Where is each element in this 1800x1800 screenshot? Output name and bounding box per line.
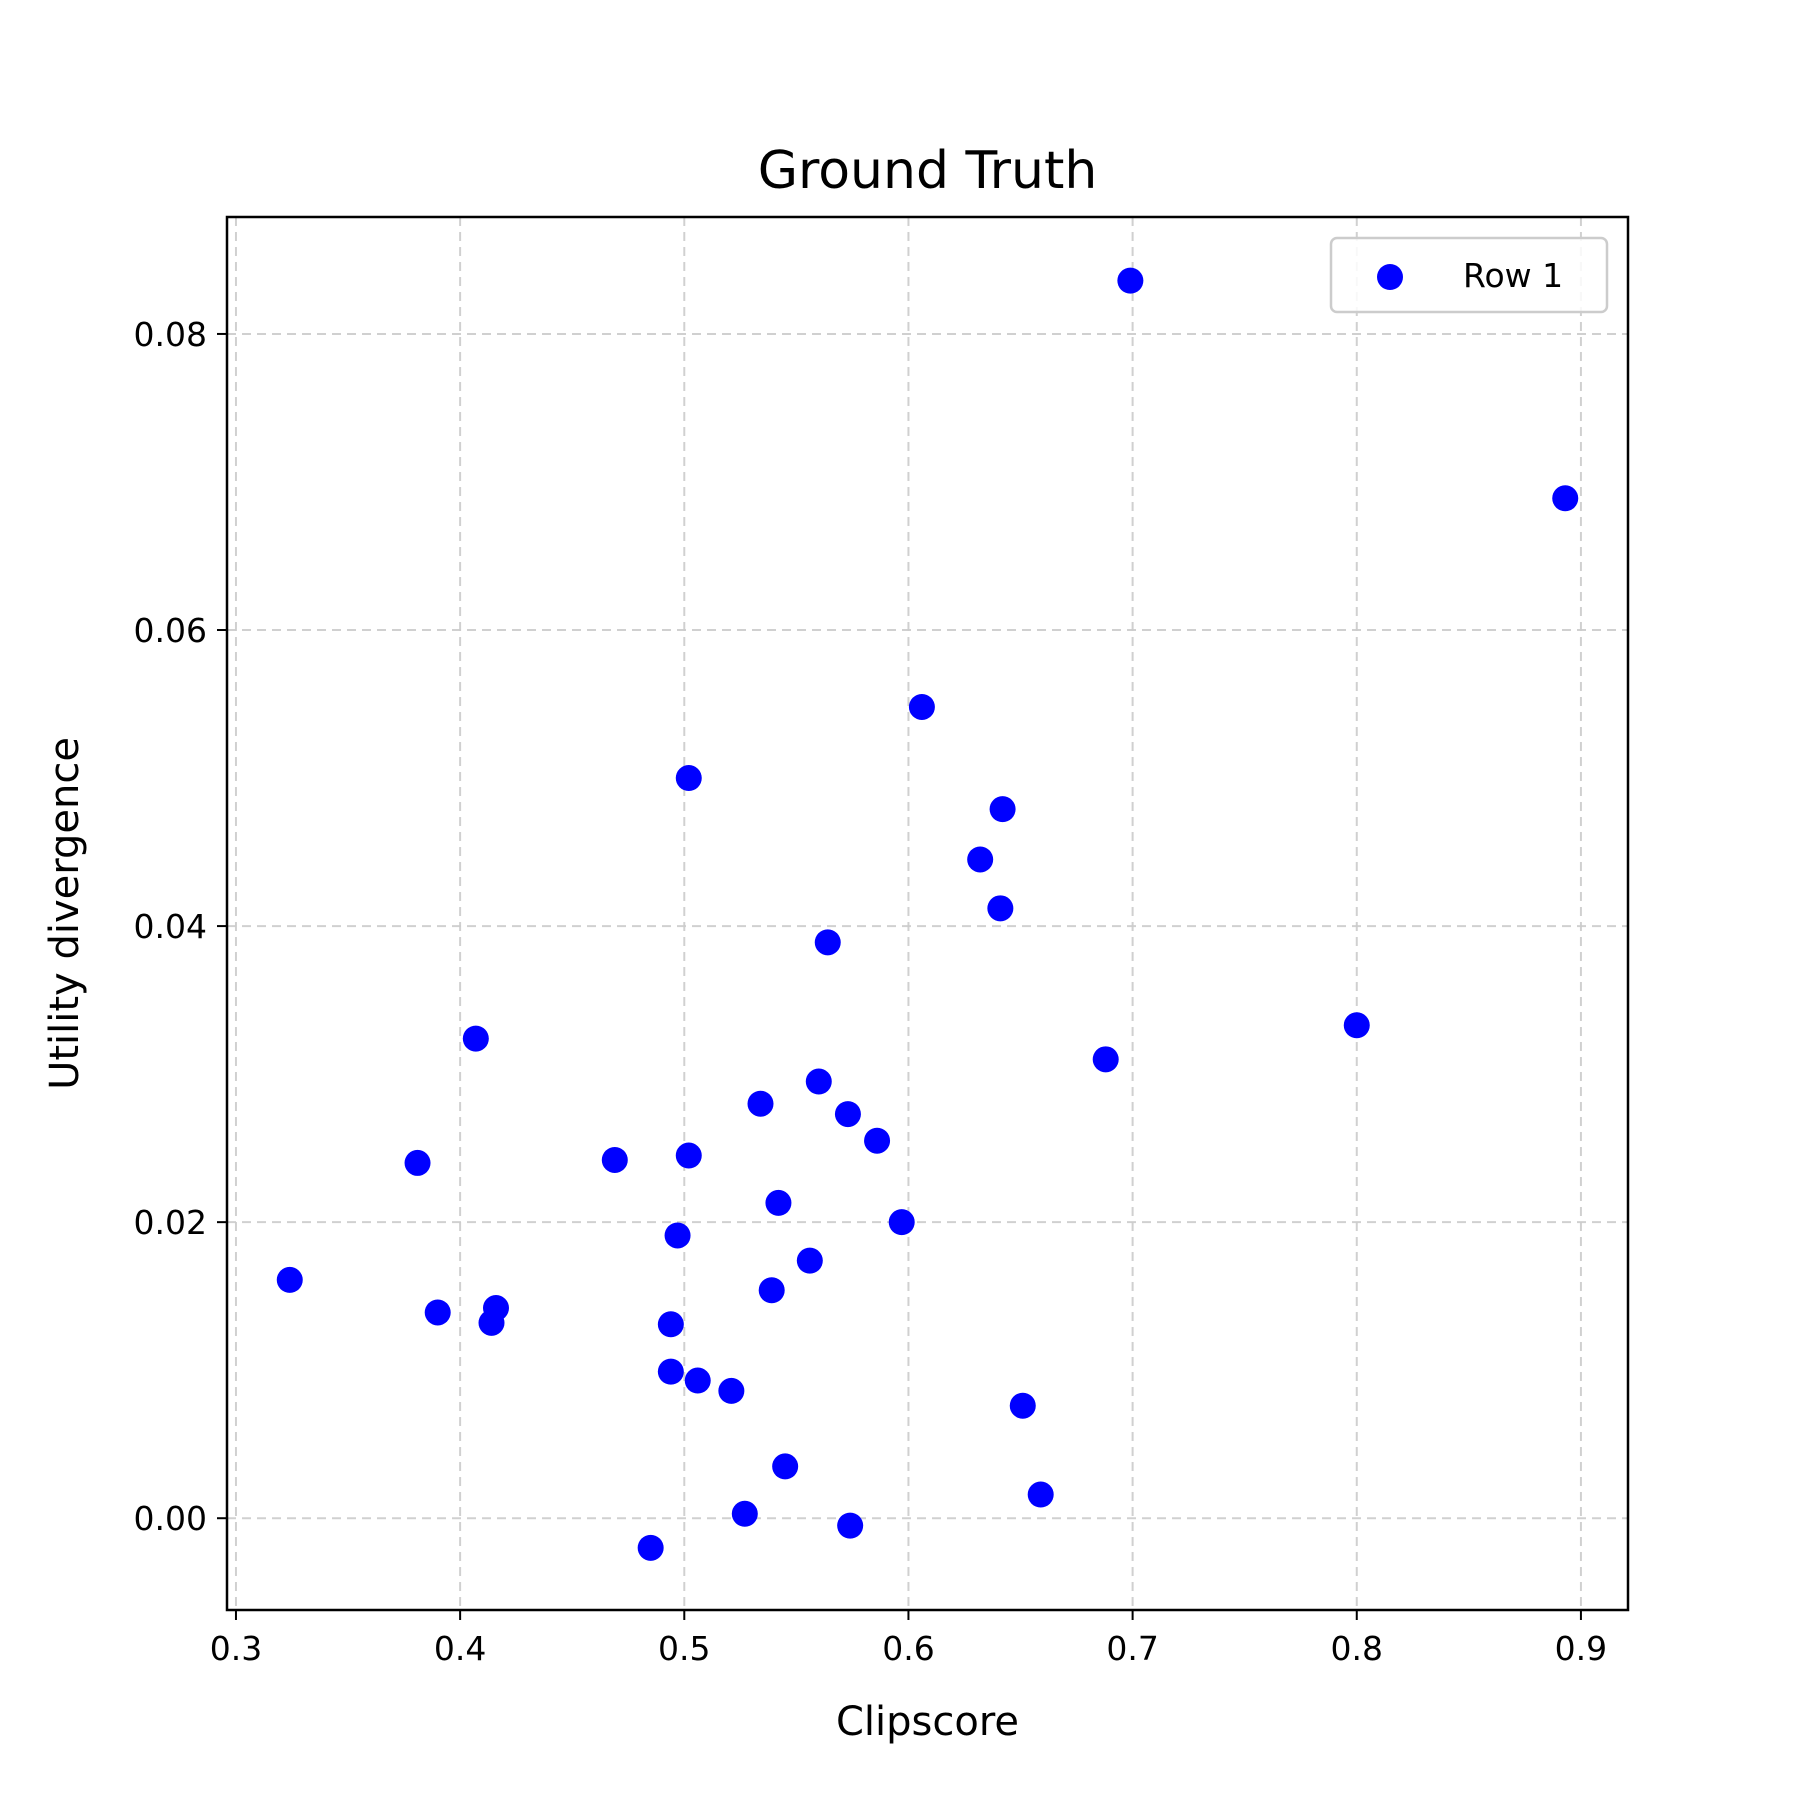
data-point: [758, 1277, 785, 1304]
data-point: [805, 1068, 832, 1095]
y-tick-label: 0.00: [134, 1499, 207, 1538]
data-point: [664, 1222, 691, 1249]
y-axis-label: Utility divergence: [42, 737, 88, 1090]
axis-ticks: 0.3 0.4 0.5 0.6 0.7 0.8 0.9 0.00 0.02 0.04 0.06 0.0…: [134, 315, 1608, 1668]
data-point: [834, 1101, 861, 1128]
data-point: [276, 1266, 303, 1293]
data-point: [837, 1512, 864, 1539]
x-tick-label: 0.8: [1331, 1629, 1383, 1668]
data-point: [1552, 485, 1579, 512]
data-point: [718, 1377, 745, 1404]
data-point: [1009, 1392, 1036, 1419]
data-point: [675, 1142, 702, 1169]
legend: Row 1: [1329, 236, 1609, 314]
y-tick-label: 0.08: [134, 315, 207, 354]
data-point: [731, 1500, 758, 1527]
data-point: [772, 1453, 799, 1480]
y-tick-label: 0.04: [134, 907, 207, 946]
data-point: [908, 693, 935, 720]
data-point: [989, 796, 1016, 823]
chart-title: Ground Truth: [758, 141, 1098, 201]
grid-lines: [227, 217, 1628, 1610]
x-tick-label: 0.4: [434, 1629, 486, 1668]
data-point: [1027, 1481, 1054, 1508]
data-point: [1092, 1046, 1119, 1073]
data-point: [987, 895, 1014, 922]
legend-marker: [1377, 264, 1403, 290]
data-point: [637, 1534, 664, 1561]
data-point: [657, 1358, 684, 1385]
y-tick-label: 0.02: [134, 1203, 207, 1242]
data-point: [814, 929, 841, 956]
x-axis-label: Clipscore: [836, 1699, 1019, 1745]
x-tick-label: 0.5: [658, 1629, 710, 1668]
data-point: [888, 1209, 915, 1236]
x-tick-label: 0.3: [210, 1629, 262, 1668]
plot-frame: [225, 215, 1630, 1612]
data-point: [657, 1311, 684, 1338]
data-point: [765, 1189, 792, 1216]
data-point: [404, 1149, 431, 1176]
legend-box: [1329, 236, 1609, 314]
data-points: [276, 267, 1579, 1561]
data-point: [462, 1025, 489, 1052]
data-point: [482, 1295, 509, 1322]
legend-label: Row 1: [1463, 256, 1563, 295]
data-point: [1117, 267, 1144, 294]
data-point: [796, 1247, 823, 1274]
y-tick-label: 0.06: [134, 611, 207, 650]
x-tick-label: 0.7: [1106, 1629, 1158, 1668]
data-point: [684, 1367, 711, 1394]
data-point: [601, 1146, 628, 1173]
data-point: [747, 1090, 774, 1117]
data-point: [967, 846, 994, 873]
data-point: [675, 765, 702, 792]
x-tick-label: 0.9: [1555, 1629, 1607, 1668]
data-point: [1343, 1012, 1370, 1039]
data-point: [864, 1127, 891, 1154]
data-point: [424, 1299, 451, 1326]
x-tick-label: 0.6: [882, 1629, 934, 1668]
